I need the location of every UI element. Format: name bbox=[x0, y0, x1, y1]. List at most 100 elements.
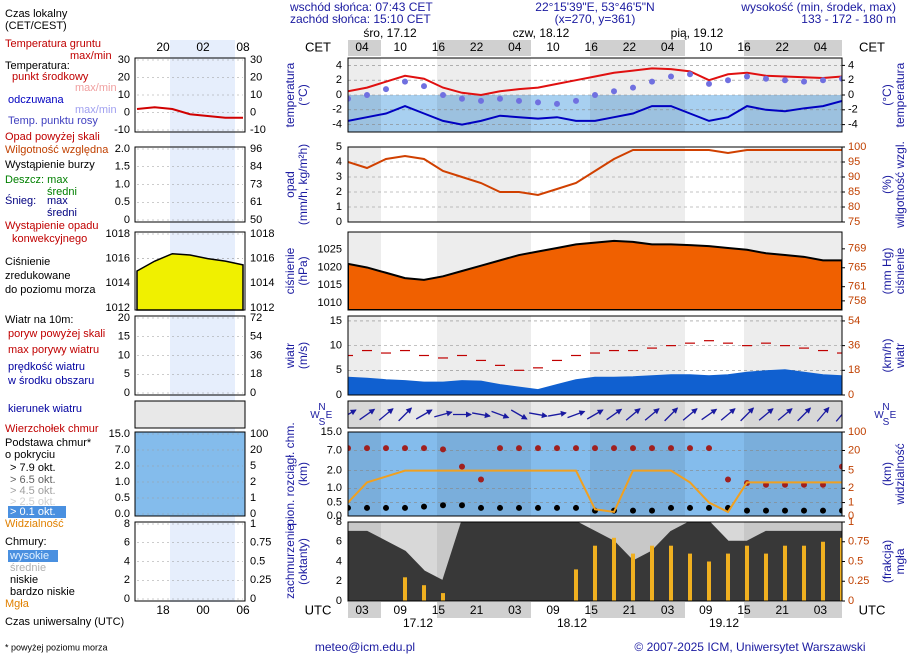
y-tick-label: 0 bbox=[336, 89, 342, 101]
arrow-head bbox=[596, 409, 604, 416]
dot bbox=[421, 503, 427, 510]
mini-y2-tick: 1 bbox=[250, 492, 256, 504]
mini-y2-tick: 1012 bbox=[250, 302, 274, 314]
mini-hour: 00 bbox=[196, 603, 210, 617]
y2-tick-label: 80 bbox=[848, 201, 860, 213]
mini-area bbox=[136, 252, 244, 311]
legend-text: zredukowane bbox=[5, 270, 70, 282]
dot bbox=[554, 100, 560, 107]
dot bbox=[516, 97, 522, 104]
legend-text: Podstawa chmur* bbox=[5, 437, 92, 449]
arrow-head bbox=[653, 408, 660, 415]
utc-hour: 21 bbox=[623, 603, 637, 617]
arrow-head bbox=[729, 408, 736, 415]
y2-axis-label: wilgotność wzgl. bbox=[893, 141, 907, 229]
day-label: pią, 19.12 bbox=[671, 26, 724, 40]
legend-text: Widzialność bbox=[5, 518, 64, 530]
dot bbox=[744, 73, 750, 80]
dot bbox=[630, 507, 636, 514]
mini-y-tick: 7.0 bbox=[115, 444, 130, 456]
legend-text: Opad powyżej skali bbox=[5, 131, 100, 143]
y-tick-label: 8 bbox=[336, 516, 342, 528]
y2-axis-label: (%) bbox=[880, 175, 894, 194]
y2-tick-label: -4 bbox=[848, 119, 858, 131]
arrow-head bbox=[634, 408, 641, 415]
y2-axis-label: wiatr bbox=[893, 343, 907, 369]
night-band bbox=[437, 40, 531, 56]
mini-y2-tick: 61 bbox=[250, 196, 262, 208]
wind-arrow bbox=[548, 410, 567, 417]
y-tick-label: 0.0 bbox=[327, 510, 342, 522]
bar bbox=[422, 585, 426, 601]
wind-arrow bbox=[777, 408, 793, 421]
utc-hour: 15 bbox=[585, 603, 599, 617]
arrow-head bbox=[349, 409, 357, 416]
dot bbox=[668, 445, 674, 452]
legend-swatch bbox=[8, 506, 66, 518]
y-tick-label: 6 bbox=[336, 536, 342, 548]
wind-arrow bbox=[491, 410, 510, 419]
night-shade bbox=[348, 432, 381, 516]
y-tick-label: -2 bbox=[332, 104, 342, 116]
y2-axis-label: (frakcja) bbox=[880, 540, 894, 583]
compass: S bbox=[319, 417, 326, 428]
y2-axis-label: mgła bbox=[893, 548, 907, 574]
y2-tick-label: 0.25 bbox=[848, 575, 869, 587]
mini-y-tick: 20 bbox=[118, 312, 130, 324]
legend-text: do poziomu morza bbox=[5, 284, 96, 296]
mini-y-tick: 2.0 bbox=[115, 460, 130, 472]
y2-tick-label: 0.5 bbox=[848, 555, 863, 567]
y2-tick-label: 1 bbox=[848, 516, 854, 528]
cet-hour: 04 bbox=[355, 40, 369, 54]
mini-y-tick: 0.0 bbox=[115, 508, 130, 520]
night-band bbox=[590, 40, 685, 56]
grid-point: (x=270, y=361) bbox=[555, 12, 636, 26]
dot bbox=[478, 476, 484, 483]
bar bbox=[802, 545, 806, 601]
y-tick-label: 2 bbox=[336, 74, 342, 86]
sunset: zachód słońca: 15:10 CET bbox=[290, 12, 431, 26]
copyright: © 2007-2025 ICM, Uniwersytet Warszawski bbox=[634, 640, 865, 654]
dot bbox=[364, 504, 370, 511]
dot bbox=[649, 78, 655, 85]
night-shade bbox=[590, 147, 685, 222]
day-label: czw, 18.12 bbox=[513, 26, 570, 40]
footnote: * powyżej poziomu morza bbox=[5, 642, 108, 652]
panel-frame bbox=[347, 521, 843, 602]
legend-text: prędkość wiatru bbox=[8, 361, 85, 373]
dot bbox=[611, 445, 617, 452]
dot bbox=[668, 504, 674, 511]
night-shade bbox=[590, 401, 685, 428]
panel bbox=[348, 232, 842, 310]
y-tick-label: 1020 bbox=[318, 261, 342, 273]
legend-text: poryw powyżej skali bbox=[8, 328, 105, 340]
y2-axis-label: (°C) bbox=[880, 84, 894, 105]
mini-y-tick: 1.5 bbox=[115, 161, 130, 173]
mini-y-tick: 0.5 bbox=[115, 196, 130, 208]
bar bbox=[688, 553, 692, 601]
mini-y-tick: 20 bbox=[118, 71, 130, 83]
dot bbox=[687, 504, 693, 511]
mini-y2-tick: 0 bbox=[250, 508, 256, 520]
mini-y-tick: 1014 bbox=[106, 277, 130, 289]
dot bbox=[459, 95, 465, 102]
dot bbox=[630, 445, 636, 452]
mini-y-tick: 0 bbox=[124, 387, 130, 399]
dot bbox=[497, 95, 503, 102]
dot bbox=[611, 88, 617, 95]
utc-label: UTC bbox=[305, 602, 332, 617]
legend-text: > 6.5 okt. bbox=[10, 474, 56, 486]
date-label: 17.12 bbox=[403, 616, 433, 630]
legend-text: niskie bbox=[10, 574, 38, 586]
y-tick-label: -4 bbox=[332, 119, 342, 131]
mini-y-tick: 15.0 bbox=[109, 428, 130, 440]
legend-text: Temperatura gruntu bbox=[5, 38, 101, 50]
compass: S bbox=[883, 417, 890, 428]
y-axis-label: (m/s) bbox=[296, 342, 310, 369]
night-shade bbox=[590, 432, 685, 516]
wind-arrow bbox=[415, 409, 433, 420]
dot bbox=[516, 504, 522, 511]
dot bbox=[478, 97, 484, 104]
date-label: 18.12 bbox=[557, 616, 587, 630]
arrow-head bbox=[560, 410, 567, 417]
